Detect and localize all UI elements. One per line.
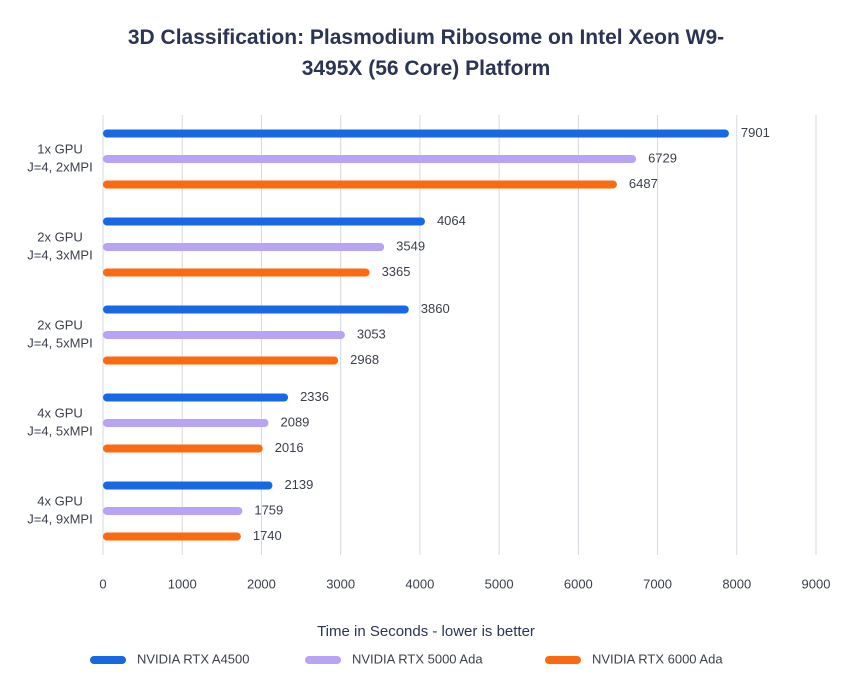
bar xyxy=(103,393,289,402)
y-tick-label: 2x GPU xyxy=(37,229,83,244)
legend-marker xyxy=(90,656,126,664)
bar xyxy=(103,532,241,541)
data-label: 2139 xyxy=(284,477,313,492)
y-tick-label: J=4, 5xMPI xyxy=(27,423,92,438)
x-tick-label: 0 xyxy=(99,576,106,591)
y-tick-label: J=4, 9xMPI xyxy=(27,511,92,526)
data-label: 6487 xyxy=(629,176,658,191)
chart-title: 3D Classification: Plasmodium Ribosome o… xyxy=(127,26,725,80)
y-tick-label: J=4, 3xMPI xyxy=(27,247,92,262)
x-tick-label: 4000 xyxy=(405,576,434,591)
x-tick-label: 8000 xyxy=(722,576,751,591)
data-label: 3860 xyxy=(421,301,450,316)
bar xyxy=(103,356,339,365)
x-tick-label: 9000 xyxy=(802,576,831,591)
data-label: 3549 xyxy=(396,238,425,253)
x-tick-label: 1000 xyxy=(168,576,197,591)
legend-label: NVIDIA RTX A4500 xyxy=(137,651,250,666)
bar xyxy=(103,507,243,515)
data-label: 6729 xyxy=(648,150,677,165)
x-axis-title: Time in Seconds - lower is better xyxy=(317,623,535,640)
y-tick-label: J=4, 2xMPI xyxy=(27,159,92,174)
data-label: 3365 xyxy=(382,264,411,279)
data-label: 1759 xyxy=(254,502,283,517)
x-tick-label: 5000 xyxy=(485,576,514,591)
legend-label: NVIDIA RTX 5000 Ada xyxy=(352,651,483,666)
bar xyxy=(103,180,617,189)
bar xyxy=(103,481,273,490)
bar xyxy=(103,268,370,277)
x-tick-label: 3000 xyxy=(326,576,355,591)
data-label: 2336 xyxy=(300,389,329,404)
data-label: 4064 xyxy=(437,213,466,228)
data-label: 2016 xyxy=(275,440,304,455)
bar xyxy=(103,217,425,226)
y-tick-label: 2x GPU xyxy=(37,317,83,332)
x-tick-label: 7000 xyxy=(643,576,672,591)
legend-marker xyxy=(545,656,581,664)
bar xyxy=(103,305,409,314)
legend-label: NVIDIA RTX 6000 Ada xyxy=(592,651,723,666)
data-label: 3053 xyxy=(357,326,386,341)
bar xyxy=(103,243,385,251)
x-tick-label: 2000 xyxy=(247,576,276,591)
x-tick-label: 6000 xyxy=(564,576,593,591)
bar xyxy=(103,129,729,138)
y-tick-label: J=4, 5xMPI xyxy=(27,335,92,350)
data-label: 2089 xyxy=(280,414,309,429)
bar xyxy=(103,331,345,339)
y-tick-label: 4x GPU xyxy=(37,493,83,508)
y-tick-label: 4x GPU xyxy=(37,405,83,420)
bar xyxy=(103,444,263,453)
y-tick-label: 1x GPU xyxy=(37,141,83,156)
data-label: 7901 xyxy=(741,125,770,140)
legend-marker xyxy=(305,656,341,664)
bar xyxy=(103,155,637,163)
data-label: 1740 xyxy=(253,528,282,543)
data-label: 2968 xyxy=(350,352,379,367)
bar xyxy=(103,419,269,427)
